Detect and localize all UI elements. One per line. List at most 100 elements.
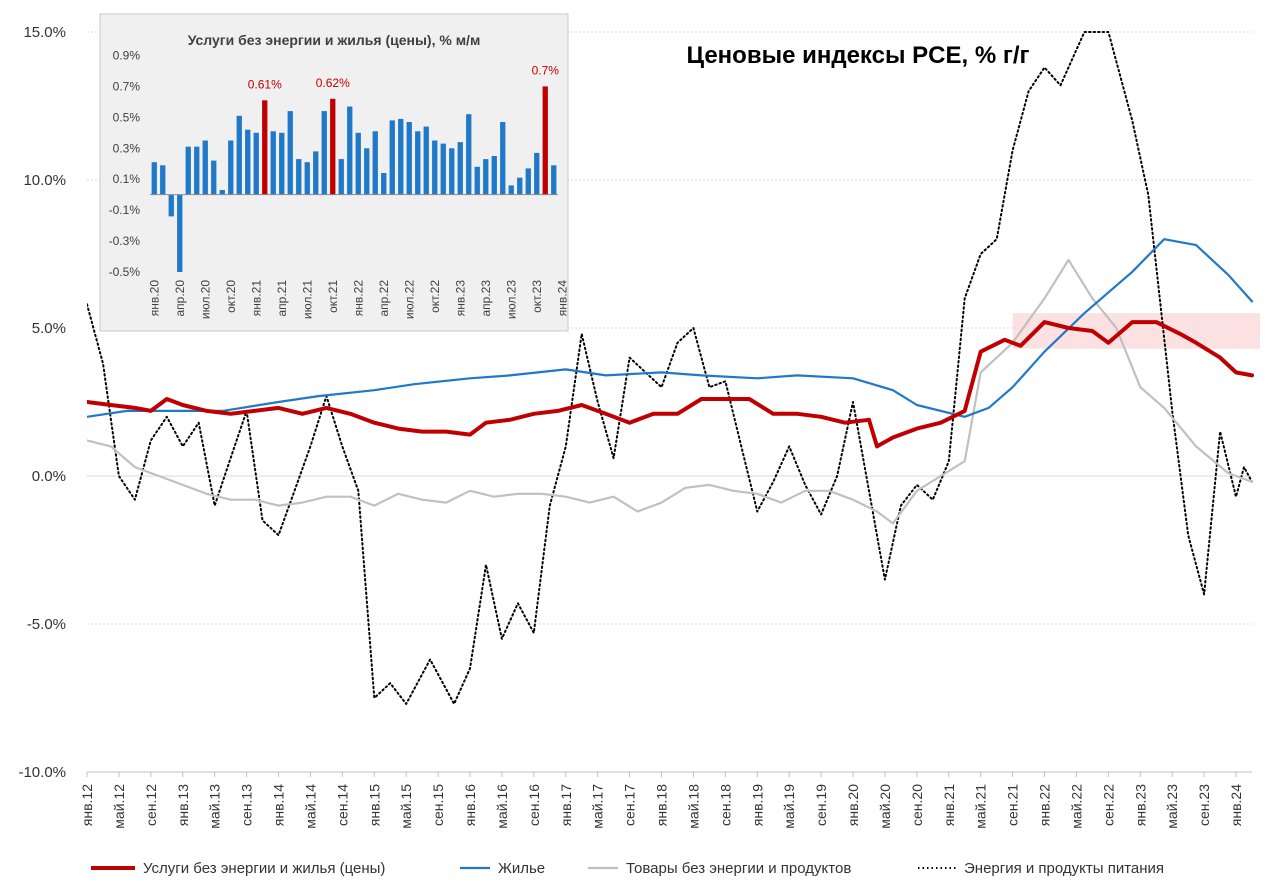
inset-bar bbox=[321, 111, 327, 195]
x-tick-label: янв.24 bbox=[1228, 784, 1244, 826]
inset-bar bbox=[423, 126, 429, 195]
inset-bar bbox=[296, 159, 302, 195]
x-axis: янв.12 май.12 сен.12 янв.13 май.13 сен.13 янв.… bbox=[79, 772, 1244, 829]
x-tick-label: май.22 bbox=[1068, 784, 1084, 829]
x-tick-label: май.23 bbox=[1164, 784, 1180, 829]
inset-bar bbox=[440, 143, 446, 195]
inset-bar bbox=[270, 131, 276, 195]
inset-y-tick-label: -0.5% bbox=[109, 265, 141, 279]
inset-x-axis: янв.20 апр.20 июл.20 окт.20 янв.21 апр.21 июл.… bbox=[147, 280, 569, 319]
inset-annotations: 0.61% 0.62% 0.7% bbox=[248, 63, 560, 91]
inset-bar bbox=[168, 194, 174, 217]
x-tick-label: сен.17 bbox=[622, 784, 638, 826]
inset-y-tick-label: 0.1% bbox=[113, 172, 141, 186]
y-tick-label: 10.0% bbox=[23, 172, 66, 189]
inset-x-tick-label: янв.22 bbox=[351, 280, 365, 317]
x-tick-label: май.15 bbox=[398, 784, 414, 829]
x-tick-label: май.18 bbox=[685, 784, 701, 829]
inset-bar bbox=[279, 132, 285, 195]
inset-x-tick-label: апр.20 bbox=[173, 280, 187, 317]
inset-bar bbox=[534, 152, 540, 195]
y-tick-label: 15.0% bbox=[23, 24, 66, 41]
x-tick-label: янв.14 bbox=[271, 784, 287, 826]
inset-bar bbox=[355, 132, 361, 195]
x-tick-label: янв.18 bbox=[654, 784, 670, 826]
inset-bar bbox=[551, 165, 557, 195]
x-tick-label: янв.15 bbox=[366, 784, 382, 826]
x-tick-label: май.12 bbox=[111, 784, 127, 829]
y-tick-label: -10.0% bbox=[18, 764, 66, 781]
x-tick-label: май.21 bbox=[973, 784, 989, 829]
series-line-2 bbox=[87, 258, 1254, 525]
inset-bar bbox=[304, 162, 310, 195]
legend-label: Товары без энергии и продуктов bbox=[626, 860, 851, 877]
inset-bar bbox=[236, 115, 242, 195]
inset-bar bbox=[449, 148, 455, 195]
inset-bar bbox=[338, 159, 344, 195]
inset-x-tick-label: июл.21 bbox=[300, 280, 314, 319]
inset-bar bbox=[211, 160, 217, 195]
inset-bar bbox=[160, 165, 166, 195]
inset-bar bbox=[202, 140, 208, 195]
x-tick-label: янв.19 bbox=[749, 784, 765, 826]
inset-bar bbox=[500, 122, 506, 195]
inset-title: Услуги без энергии и жилья (цены), % м/м bbox=[188, 32, 481, 48]
series-line-0 bbox=[87, 320, 1254, 449]
x-tick-label: май.19 bbox=[781, 784, 797, 829]
inset-x-tick-label: июл.20 bbox=[198, 280, 212, 319]
inset-bar bbox=[364, 148, 370, 195]
inset-bar bbox=[228, 140, 234, 195]
inset-bar bbox=[491, 156, 497, 195]
inset-annotation: 0.7% bbox=[532, 63, 560, 77]
inset-bar bbox=[245, 129, 251, 195]
x-tick-label: янв.20 bbox=[845, 784, 861, 826]
y-tick-label: 0.0% bbox=[32, 468, 66, 485]
grid-lines bbox=[87, 31, 1252, 773]
inset-y-tick-label: 0.9% bbox=[113, 48, 141, 62]
inset-bar bbox=[542, 86, 548, 195]
x-tick-label: сен.23 bbox=[1196, 784, 1212, 826]
legend-label: Энергия и продукты питания bbox=[964, 860, 1164, 877]
inset-y-axis: 0.9% 0.7% 0.5% 0.3% 0.1% -0.1% -0.3% -0.5% bbox=[109, 48, 141, 279]
inset-bar bbox=[262, 100, 268, 195]
inset-bar bbox=[432, 140, 438, 195]
inset-bar bbox=[151, 162, 157, 195]
y-tick-label: -5.0% bbox=[27, 616, 66, 633]
inset-x-tick-label: окт.23 bbox=[530, 280, 544, 313]
inset-annotation: 0.61% bbox=[248, 77, 282, 91]
inset-x-tick-label: июл.22 bbox=[402, 280, 416, 319]
x-tick-label: янв.13 bbox=[175, 784, 191, 826]
inset-bar bbox=[372, 131, 378, 195]
x-tick-label: сен.13 bbox=[239, 784, 255, 826]
inset-y-tick-label: -0.3% bbox=[109, 234, 141, 248]
inset-x-tick-label: апр.23 bbox=[479, 280, 493, 317]
inset-bar bbox=[219, 190, 225, 195]
inset-bar bbox=[457, 142, 463, 195]
inset-x-tick-label: окт.20 bbox=[224, 280, 238, 313]
series-line-3 bbox=[87, 31, 1253, 705]
inset-bar bbox=[415, 131, 421, 195]
legend-label: Жилье bbox=[498, 860, 545, 877]
inset-x-tick-label: янв.24 bbox=[555, 280, 569, 317]
inset-y-tick-label: -0.1% bbox=[109, 203, 141, 217]
legend-label: Услуги без энергии и жилья (цены) bbox=[143, 860, 385, 877]
inset-x-tick-label: апр.21 bbox=[275, 280, 289, 317]
y-axis: 15.0% 10.0% 5.0% 0.0% -5.0% -10.0% bbox=[18, 24, 66, 781]
inset-x-tick-label: апр.22 bbox=[377, 280, 391, 317]
inset-x-tick-label: июл.23 bbox=[504, 280, 518, 319]
x-tick-label: сен.21 bbox=[1005, 784, 1021, 826]
x-tick-label: янв.21 bbox=[941, 784, 957, 826]
x-tick-label: янв.16 bbox=[462, 784, 478, 826]
inset-bar bbox=[347, 106, 353, 195]
inset-annotation: 0.62% bbox=[316, 76, 350, 90]
x-tick-label: май.13 bbox=[207, 784, 223, 829]
inset-bar bbox=[313, 151, 319, 195]
inset-y-tick-label: 0.7% bbox=[113, 79, 141, 93]
x-tick-label: сен.22 bbox=[1100, 784, 1116, 826]
y-tick-label: 5.0% bbox=[32, 320, 66, 337]
highlight-band bbox=[1012, 313, 1260, 349]
x-tick-label: янв.12 bbox=[79, 784, 95, 826]
inset-bar bbox=[389, 120, 395, 195]
inset-x-tick-label: янв.23 bbox=[453, 280, 467, 317]
x-tick-label: сен.12 bbox=[143, 784, 159, 826]
